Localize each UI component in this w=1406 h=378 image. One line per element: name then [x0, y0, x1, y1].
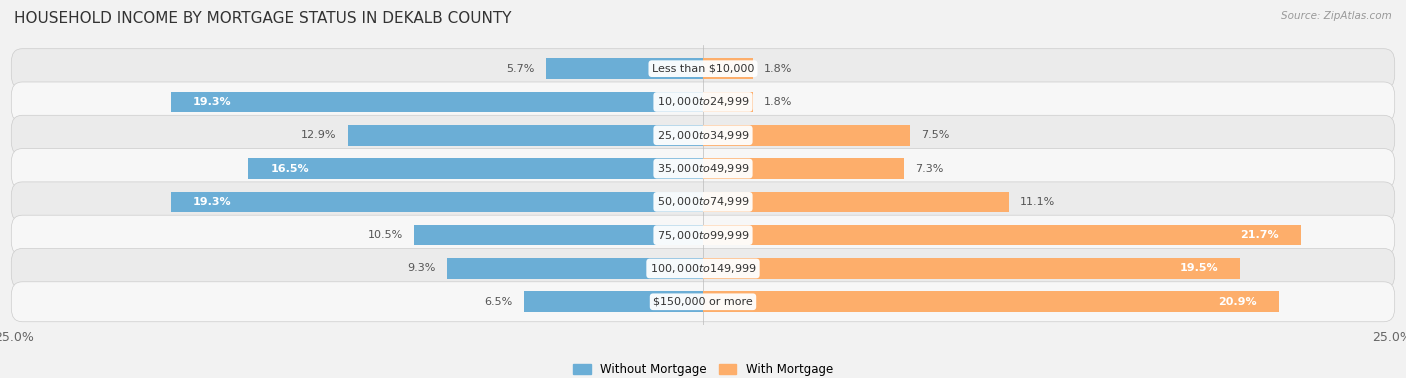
Bar: [703, 125, 910, 146]
Text: 19.5%: 19.5%: [1180, 263, 1219, 273]
Text: 6.5%: 6.5%: [485, 297, 513, 307]
Bar: [703, 158, 904, 179]
Bar: [546, 58, 703, 79]
Text: 5.7%: 5.7%: [506, 64, 534, 74]
Text: $75,000 to $99,999: $75,000 to $99,999: [657, 229, 749, 242]
Text: 9.3%: 9.3%: [408, 263, 436, 273]
Bar: [172, 192, 703, 212]
Text: 10.5%: 10.5%: [367, 230, 402, 240]
Text: Source: ZipAtlas.com: Source: ZipAtlas.com: [1281, 11, 1392, 21]
Text: 21.7%: 21.7%: [1240, 230, 1279, 240]
Text: $100,000 to $149,999: $100,000 to $149,999: [650, 262, 756, 275]
Text: $50,000 to $74,999: $50,000 to $74,999: [657, 195, 749, 208]
Bar: [524, 291, 703, 312]
FancyBboxPatch shape: [11, 182, 1395, 222]
Text: 1.8%: 1.8%: [763, 64, 792, 74]
Bar: [703, 258, 1240, 279]
FancyBboxPatch shape: [11, 115, 1395, 155]
Bar: [413, 225, 703, 245]
Bar: [249, 158, 703, 179]
Text: 19.3%: 19.3%: [193, 97, 232, 107]
Bar: [347, 125, 703, 146]
FancyBboxPatch shape: [11, 215, 1395, 255]
Bar: [447, 258, 703, 279]
FancyBboxPatch shape: [11, 49, 1395, 89]
Bar: [172, 91, 703, 112]
Text: $25,000 to $34,999: $25,000 to $34,999: [657, 129, 749, 142]
Text: 16.5%: 16.5%: [270, 164, 309, 174]
FancyBboxPatch shape: [11, 282, 1395, 322]
Bar: [703, 225, 1301, 245]
Text: HOUSEHOLD INCOME BY MORTGAGE STATUS IN DEKALB COUNTY: HOUSEHOLD INCOME BY MORTGAGE STATUS IN D…: [14, 11, 512, 26]
Bar: [703, 91, 752, 112]
Text: 7.3%: 7.3%: [915, 164, 943, 174]
Text: $35,000 to $49,999: $35,000 to $49,999: [657, 162, 749, 175]
Text: Less than $10,000: Less than $10,000: [652, 64, 754, 74]
Text: 19.3%: 19.3%: [193, 197, 232, 207]
FancyBboxPatch shape: [11, 82, 1395, 122]
Legend: Without Mortgage, With Mortgage: Without Mortgage, With Mortgage: [568, 358, 838, 378]
Text: 11.1%: 11.1%: [1019, 197, 1054, 207]
Bar: [703, 291, 1279, 312]
Bar: [703, 58, 752, 79]
Text: $10,000 to $24,999: $10,000 to $24,999: [657, 96, 749, 108]
Text: $150,000 or more: $150,000 or more: [654, 297, 752, 307]
Text: 1.8%: 1.8%: [763, 97, 792, 107]
Text: 7.5%: 7.5%: [921, 130, 949, 140]
FancyBboxPatch shape: [11, 248, 1395, 288]
FancyBboxPatch shape: [11, 149, 1395, 189]
Text: 20.9%: 20.9%: [1218, 297, 1257, 307]
Bar: [703, 192, 1010, 212]
Text: 12.9%: 12.9%: [301, 130, 336, 140]
